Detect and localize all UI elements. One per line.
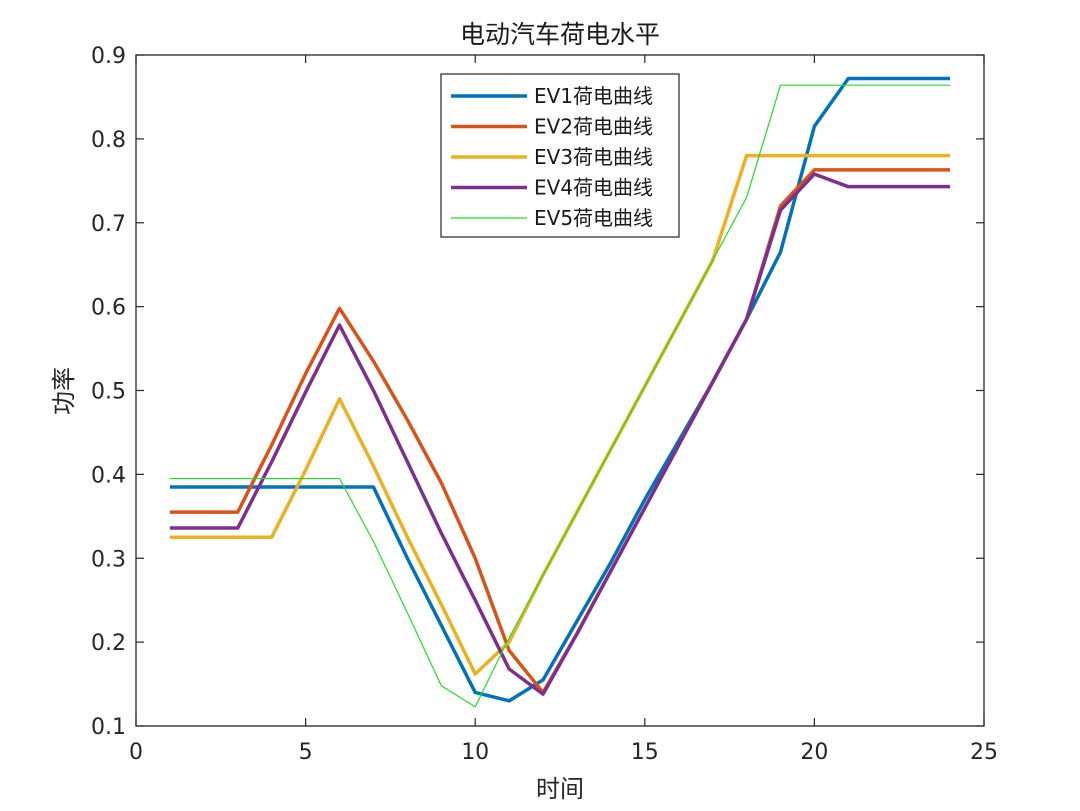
series-line-ev4 <box>169 172 951 696</box>
y-tick-label: 0.1 <box>91 715 126 740</box>
series-line-ev1 <box>169 76 951 703</box>
x-tick-label: 5 <box>299 740 313 765</box>
x-tick-label: 20 <box>800 740 828 765</box>
y-tick-label: 0.5 <box>91 380 126 405</box>
x-axis-title: 时间 <box>536 775 584 803</box>
y-tick-label: 0.2 <box>91 631 126 656</box>
legend-label-ev2: EV2荷电曲线 <box>534 115 653 139</box>
x-tick-label: 15 <box>631 740 659 765</box>
legend-label-ev5: EV5荷电曲线 <box>534 206 653 230</box>
legend: EV1荷电曲线 EV2荷电曲线 EV3荷电曲线 EV4荷电曲线 EV5荷电曲线 <box>440 73 680 238</box>
x-tick-label: 0 <box>129 740 143 765</box>
series-line-ev5 <box>169 84 951 708</box>
x-tick-label: 25 <box>970 740 998 765</box>
x-tick-label: 10 <box>461 740 489 765</box>
ticks-layer: 0 5 10 15 20 25 0.1 0.2 0.3 0.4 0.5 0.6 0.7 0.8 0.9 <box>91 44 998 765</box>
legend-label-ev1: EV1荷电曲线 <box>534 84 653 108</box>
y-tick-label: 0.4 <box>91 463 126 488</box>
y-tick-label: 0.6 <box>91 296 126 321</box>
y-axis-title: 功率 <box>50 367 78 415</box>
chart-title: 电动汽车荷电水平 <box>460 20 660 49</box>
legend-label-ev3: EV3荷电曲线 <box>534 145 653 169</box>
series-layer <box>169 76 951 708</box>
y-tick-label: 0.7 <box>91 212 126 237</box>
legend-label-ev4: EV4荷电曲线 <box>534 176 653 200</box>
y-tick-label: 0.8 <box>91 128 126 153</box>
y-tick-label: 0.9 <box>91 44 126 69</box>
y-tick-label: 0.3 <box>91 547 126 572</box>
